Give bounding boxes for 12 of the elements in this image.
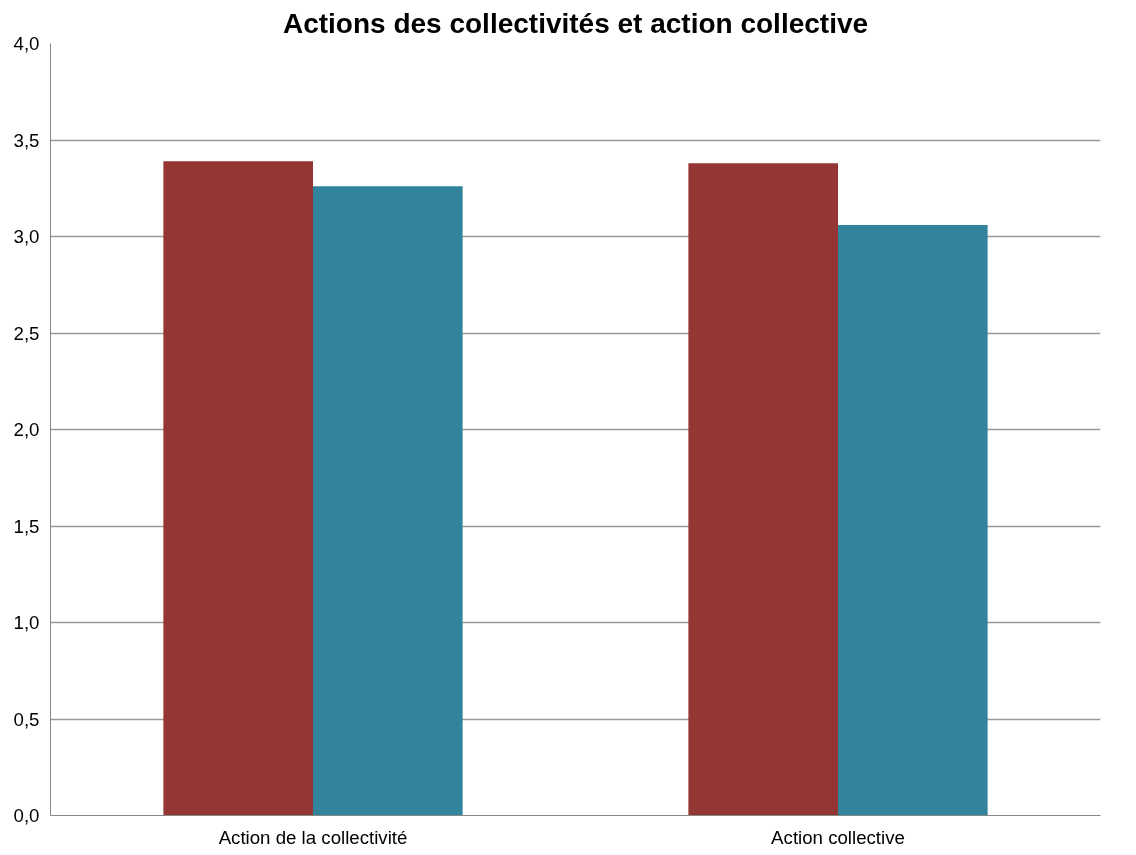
y-tick-label: 3,0 bbox=[13, 226, 40, 247]
y-tick-label: 2,5 bbox=[13, 322, 40, 344]
y-tick-label: 0,0 bbox=[13, 805, 40, 826]
y-tick-label: 4,0 bbox=[13, 33, 40, 54]
y-tick-label: 2,0 bbox=[13, 419, 40, 440]
chart-title: Actions des collectivités et action collective bbox=[282, 7, 869, 39]
x-tick-label: Action collective bbox=[771, 826, 905, 848]
y-tick-label: 0,5 bbox=[13, 708, 40, 730]
y-tick-label: 1,0 bbox=[13, 612, 40, 633]
x-tick-label: Action de la collectivité bbox=[218, 826, 408, 848]
y-tick-label: 3,5 bbox=[13, 129, 40, 151]
y-tick-label: 1,5 bbox=[13, 515, 40, 537]
